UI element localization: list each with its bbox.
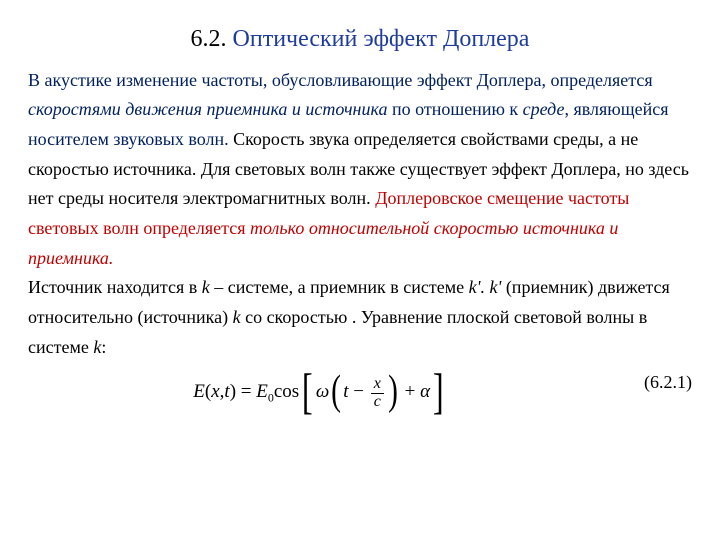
eq-cos: cos — [274, 382, 299, 403]
equation-row: E(x,t) = E0cos[ω(t − xc) + α] (6.2.1) — [28, 368, 692, 418]
paragraph-1: В акустике изменение частоты, обусловлив… — [28, 66, 692, 274]
eq-lbracket: [ — [302, 366, 313, 416]
p3-c: – системе, а приемник в системе — [210, 277, 469, 297]
eq-omega: ω — [316, 382, 329, 403]
p1-text-b: скоростями движения приемника и источник… — [28, 99, 387, 119]
eq-alpha: α — [420, 382, 430, 403]
p3-d: k'. k' — [469, 277, 502, 297]
section-title: 6.2. Оптический эффект Доплера — [28, 20, 692, 60]
eq-frac-num: x — [371, 376, 384, 394]
eq-E: E — [193, 382, 205, 403]
p1-text-c: по отношению к — [387, 99, 522, 119]
p1-text-a: В акустике изменение частоты, обусловлив… — [28, 70, 653, 90]
eq-E0a: E — [256, 382, 268, 403]
paragraph-3: Источник находится в k – системе, а прие… — [28, 273, 692, 362]
section-heading: Оптический эффект Доплера — [233, 26, 530, 52]
eq-x: x — [211, 382, 219, 403]
section-number: 6.2. — [191, 26, 227, 52]
eq-lparen: ( — [331, 370, 341, 412]
eq-rpEq: ) = — [230, 382, 257, 403]
eq-plus: + — [400, 382, 420, 403]
p3-a: Источник находится в — [28, 277, 202, 297]
eq-rbracket: ] — [433, 366, 444, 416]
p1-text-d: среде — [523, 99, 565, 119]
equation-number: (6.2.1) — [612, 368, 692, 398]
p3-f: k — [233, 307, 241, 327]
p3-b: k — [202, 277, 210, 297]
eq-frac-den: c — [371, 394, 384, 411]
eq-frac: xc — [371, 376, 384, 411]
equation: E(x,t) = E0cos[ω(t − xc) + α] — [28, 368, 612, 418]
eq-rparen: ) — [388, 370, 398, 412]
p3-i: : — [101, 337, 106, 357]
eq-minus: − — [349, 382, 369, 403]
